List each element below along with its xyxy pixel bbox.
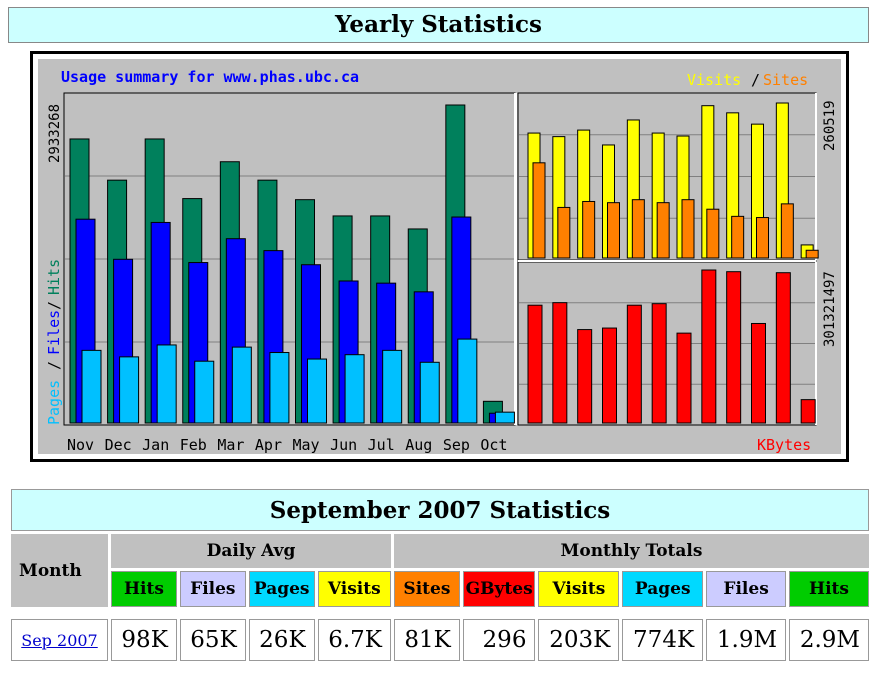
total-visits-value: 203K	[538, 619, 620, 661]
legend-sites: Sites	[763, 71, 808, 89]
bar-pages-jan	[156, 344, 177, 424]
total-gbytes-value: 296	[462, 619, 536, 661]
tick-label-jan: Jan	[142, 436, 169, 454]
tick-label-nov: Nov	[67, 436, 94, 454]
bar-pages-aug	[419, 361, 440, 424]
daily-avg-header: Daily Avg	[111, 534, 391, 568]
tick-label-apr: Apr	[255, 436, 282, 454]
bar-sites-jul	[731, 215, 745, 259]
bar-sites-aug	[756, 217, 769, 259]
bar-sites-mar	[631, 199, 645, 259]
bar-pages-sep	[457, 338, 478, 424]
bar-sites-feb	[607, 202, 620, 259]
legend-kbytes: KBytes	[757, 436, 811, 454]
month-header: Month	[11, 534, 108, 607]
col-daily-files: Files	[179, 571, 246, 607]
tick-label-jun: Jun	[330, 436, 357, 454]
col-total-gbytes: GBytes	[462, 571, 536, 607]
tick-label-dec: Dec	[105, 436, 132, 454]
max-kbytes-label: 301321497	[822, 271, 838, 347]
total-files-value: 1.9M	[706, 619, 787, 661]
usage-graph-svg: Usage summary for www.phas.ubc.ca Visits…	[30, 51, 849, 462]
total-pages-value: 774K	[622, 619, 704, 661]
bar-sites-jan	[582, 200, 596, 259]
col-total-files: Files	[706, 571, 787, 607]
legend-separator: /	[751, 71, 760, 89]
bar-sites-jun	[706, 208, 720, 259]
legend-slash-1: /	[45, 361, 63, 370]
bar-sites-oct	[805, 249, 819, 259]
col-total-pages: Pages	[622, 571, 704, 607]
tick-label-jul: Jul	[368, 436, 395, 454]
daily-pages-value: 26K	[248, 619, 315, 661]
bar-kbytes-aug	[751, 322, 766, 424]
bar-pages-jun	[344, 354, 365, 424]
legend-slash-2: /	[45, 301, 63, 310]
bar-kbytes-sep	[775, 272, 791, 424]
legend-hits: Hits	[45, 259, 63, 295]
col-daily-hits: Hits	[111, 571, 177, 607]
legend-visits: Visits	[687, 71, 741, 89]
monthly-totals-header: Monthly Totals	[393, 534, 869, 568]
bar-pages-feb	[194, 360, 215, 424]
bar-sites-dec	[557, 206, 571, 259]
bar-kbytes-dec	[552, 302, 568, 424]
bar-kbytes-feb	[602, 327, 617, 424]
daily-hits-value: 98K	[111, 619, 177, 661]
graph-title: Usage summary for www.phas.ubc.ca	[61, 68, 359, 86]
month-link[interactable]: Sep 2007	[21, 630, 98, 650]
bar-sites-sep	[780, 203, 794, 259]
bar-sites-nov	[532, 162, 546, 259]
bar-pages-jul	[382, 349, 403, 424]
bar-pages-nov	[81, 349, 102, 424]
max-visits-label: 260519	[822, 100, 838, 151]
month-cell: Sep 2007	[11, 619, 108, 661]
bar-pages-dec	[119, 356, 140, 424]
monthly-statistics-table: September 2007 Statistics Month Daily Av…	[8, 486, 872, 664]
yearly-statistics-header: Yearly Statistics	[8, 7, 869, 43]
bar-pages-mar	[231, 346, 252, 424]
legend-pages: Pages	[45, 380, 63, 425]
col-total-hits: Hits	[789, 571, 869, 607]
bar-kbytes-apr	[651, 303, 667, 424]
bar-kbytes-nov	[527, 304, 543, 424]
tick-label-oct: Oct	[480, 436, 507, 454]
bar-pages-may	[307, 358, 327, 424]
tick-label-mar: Mar	[217, 436, 244, 454]
col-daily-visits: Visits	[317, 571, 391, 607]
monthly-statistics-title: September 2007 Statistics	[11, 489, 869, 531]
col-total-visits: Visits	[538, 571, 620, 607]
col-daily-pages: Pages	[248, 571, 315, 607]
legend-files: Files	[45, 310, 63, 355]
bar-kbytes-mar	[626, 304, 642, 424]
bar-kbytes-jul	[726, 271, 742, 424]
bar-sites-may	[681, 199, 695, 259]
usage-graph: Usage summary for www.phas.ubc.ca Visits…	[30, 51, 849, 462]
table-row: Sep 2007 98K 65K 26K 6.7K 81K 296 203K 7…	[11, 619, 869, 661]
tick-label-may: May	[293, 436, 320, 454]
tick-label-sep: Sep	[443, 436, 470, 454]
tick-label-aug: Aug	[405, 436, 432, 454]
bar-kbytes-jun	[701, 269, 717, 424]
total-hits-value: 2.9M	[789, 619, 869, 661]
bar-pages-oct	[494, 411, 515, 424]
bar-pages-apr	[269, 352, 290, 424]
col-total-sites: Sites	[393, 571, 460, 607]
row-spacer	[11, 610, 869, 616]
daily-files-value: 65K	[179, 619, 246, 661]
bar-kbytes-oct	[800, 399, 816, 424]
tick-label-feb: Feb	[180, 436, 207, 454]
bar-kbytes-may	[676, 332, 692, 424]
total-sites-value: 81K	[393, 619, 460, 661]
bar-sites-apr	[656, 202, 670, 259]
daily-visits-value: 6.7K	[317, 619, 391, 661]
bar-kbytes-jan	[577, 329, 593, 424]
max-hits-label: 2933268	[47, 104, 63, 163]
